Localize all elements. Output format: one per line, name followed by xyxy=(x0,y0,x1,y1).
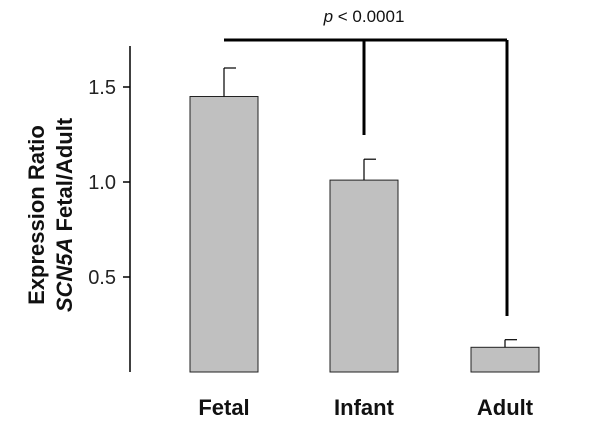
bar-fetal xyxy=(189,96,259,373)
error-bars xyxy=(223,67,517,348)
significance-bracket xyxy=(224,38,509,316)
p-value-annotation: p < 0.0001 xyxy=(323,7,405,26)
bars xyxy=(189,96,540,373)
x-label-adult: Adult xyxy=(477,395,534,420)
x-label-infant: Infant xyxy=(334,395,395,420)
x-axis-labels: Fetal Infant Adult xyxy=(198,395,533,420)
bar-adult xyxy=(470,346,540,373)
y-axis-title: Expression Ratio SCN5A Fetal/Adult xyxy=(24,117,77,312)
x-label-fetal: Fetal xyxy=(198,395,249,420)
y-tick-label: 1.0 xyxy=(88,172,116,194)
y-tick-label: 1.5 xyxy=(88,77,116,99)
y-axis-title-line2: SCN5A Fetal/Adult xyxy=(52,117,77,312)
y-axis: 0.5 1.0 1.5 xyxy=(88,46,131,372)
y-axis-title-line1: Expression Ratio xyxy=(24,125,49,305)
bar-infant xyxy=(329,179,399,373)
y-tick-label: 0.5 xyxy=(88,267,116,289)
